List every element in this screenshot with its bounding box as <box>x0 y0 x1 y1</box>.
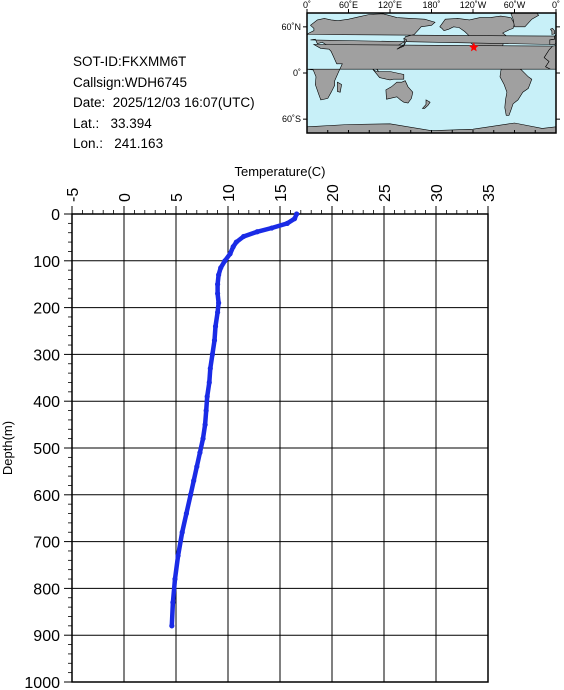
x-tick-label: -5 <box>65 188 82 202</box>
eurasia-wrap-landmass <box>549 34 556 45</box>
y-tick-label: 700 <box>33 535 60 552</box>
y-tick-label: 400 <box>33 394 60 411</box>
station-info: SOT-ID:FKXMM6T Callsign:WDH6745 Date: 20… <box>73 52 255 155</box>
callsign-label: Callsign:WDH6745 <box>73 74 188 90</box>
map-lon-labels: 0˚ 60˚E 120˚E 180˚ 120˚W 60˚W 0˚ <box>303 0 560 10</box>
australia-landmass <box>385 80 414 104</box>
data-point <box>211 337 218 343</box>
data-point <box>284 220 290 226</box>
longitude-label: Lon.: 241.163 <box>73 136 164 151</box>
map-lon-label: 120˚W <box>460 0 487 10</box>
africa-wrap-landmass <box>543 45 556 70</box>
data-point <box>175 553 181 559</box>
date-label: Date: 2025/12/03 16:07(UTC) <box>73 95 255 110</box>
x-tick-label: 10 <box>221 184 238 202</box>
data-point <box>170 599 176 606</box>
y-tick-label: 800 <box>33 581 60 598</box>
y-tick-label: 500 <box>33 441 60 458</box>
map-lat-label: 60˚S <box>282 114 301 124</box>
x-tick-label: 5 <box>169 193 186 202</box>
data-point <box>215 309 221 315</box>
x-tick-label: 30 <box>429 184 446 202</box>
data-point <box>207 365 213 372</box>
uk-landmass <box>550 28 555 35</box>
temperature-profile-line <box>169 211 299 629</box>
map-lon-label: 0˚ <box>303 0 311 10</box>
x-tick-label: 0 <box>117 193 134 202</box>
x-tick-label: 25 <box>377 184 394 202</box>
greenland-landmass <box>510 13 540 28</box>
map-ticks <box>303 9 560 133</box>
data-point <box>204 393 210 400</box>
y-tick-label: 100 <box>33 254 60 271</box>
data-point <box>222 258 228 264</box>
data-point <box>183 510 189 517</box>
x-tick-labels: -5 0 5 10 15 20 25 30 35 <box>65 184 498 202</box>
data-point <box>203 407 209 414</box>
africa-landmass <box>307 44 554 101</box>
data-point <box>254 229 260 235</box>
data-point <box>191 478 197 484</box>
data-point <box>179 529 185 535</box>
data-point <box>218 265 224 271</box>
sot-id-label: SOT-ID:FKXMM6T <box>73 54 187 69</box>
y-axis-title: Depth(m) <box>0 421 15 475</box>
data-point <box>187 492 194 498</box>
temperature-series <box>169 211 300 629</box>
data-point <box>230 244 236 250</box>
map-lon-label: 60˚W <box>504 0 526 10</box>
data-point <box>215 281 221 287</box>
y-tick-label: 200 <box>33 301 60 318</box>
madagascar-landmass <box>337 81 342 93</box>
data-point <box>200 436 206 442</box>
chart-grid <box>64 206 489 683</box>
data-point <box>212 323 219 329</box>
data-point <box>172 576 178 582</box>
data-point <box>202 422 208 428</box>
minor-ticks <box>68 210 479 674</box>
y-tick-label: 600 <box>33 488 60 505</box>
data-point <box>269 225 275 231</box>
latitude-label: Lat.: 33.394 <box>73 115 152 131</box>
y-tick-label: 1000 <box>24 675 60 690</box>
plot-frame <box>71 213 489 683</box>
data-point <box>194 464 200 470</box>
x-tick-label: 15 <box>273 184 290 202</box>
data-point <box>216 300 222 306</box>
south-america-landmass <box>499 63 533 116</box>
data-point <box>227 251 233 257</box>
data-point <box>216 272 222 278</box>
x-tick-label: 20 <box>325 184 342 202</box>
map-lon-label: 0˚ <box>552 0 560 10</box>
map-lon-label: 60˚E <box>339 0 358 10</box>
station-marker <box>469 42 479 52</box>
data-point <box>209 351 215 357</box>
map-lon-label: 120˚E <box>378 0 402 10</box>
data-point <box>206 379 212 386</box>
data-point <box>215 290 221 297</box>
data-point <box>291 216 298 222</box>
new-zealand-landmass <box>421 99 431 109</box>
data-point <box>197 450 203 456</box>
y-tick-label: 300 <box>33 347 60 364</box>
x-tick-label: 35 <box>481 184 498 202</box>
data-point <box>169 623 175 629</box>
data-point <box>233 239 239 245</box>
map-lat-labels: 60˚N 0˚ 60˚S <box>281 22 301 124</box>
map-lat-label: 0˚ <box>293 68 301 78</box>
map-lon-label: 180˚ <box>422 0 440 10</box>
y-tick-labels: 0 100 200 300 400 500 600 700 800 900 1000 <box>24 207 60 690</box>
indonesia-landmass <box>372 68 405 81</box>
japan-landmass <box>396 37 407 50</box>
y-tick-label: 900 <box>33 628 60 645</box>
x-axis-title: Temperature(C) <box>234 164 325 179</box>
data-point <box>294 211 300 217</box>
y-tick-label: 0 <box>51 207 60 224</box>
data-point <box>241 233 247 240</box>
station-star-icon <box>469 42 479 52</box>
map-lat-label: 60˚N <box>281 22 301 32</box>
